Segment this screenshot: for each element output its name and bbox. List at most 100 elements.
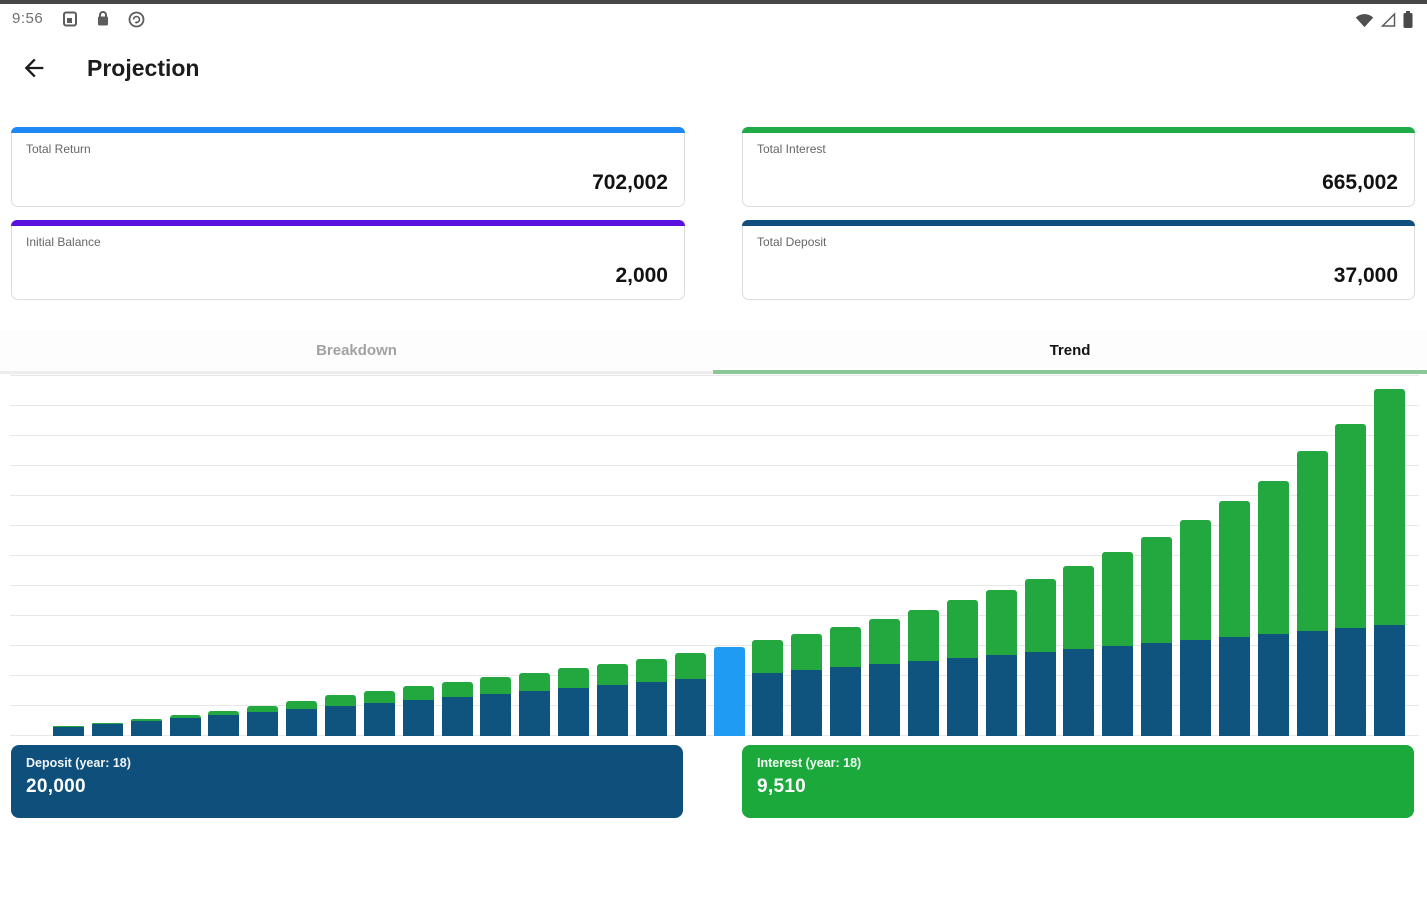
interest-segment: [597, 664, 629, 685]
bar-year-12[interactable]: [480, 677, 512, 736]
bar-year-33[interactable]: [1296, 451, 1328, 736]
deposit-tooltip-card: Deposit (year: 18) 20,000: [11, 745, 683, 818]
bar-year-28[interactable]: [1102, 552, 1134, 736]
deposit-segment: [91, 724, 123, 736]
tab-active-underline: [713, 370, 1427, 374]
gridline: [10, 615, 1419, 616]
card-initial-balance: Initial Balance 2,000: [11, 220, 685, 300]
interest-segment: [907, 610, 939, 661]
deposit-segment: [1179, 640, 1211, 736]
bar-year-16[interactable]: [635, 658, 667, 736]
bar-year-2[interactable]: [91, 722, 123, 736]
bar-year-25[interactable]: [985, 589, 1017, 736]
back-button[interactable]: [20, 54, 50, 84]
interest-segment: [130, 719, 162, 721]
bar-year-27[interactable]: [1063, 565, 1095, 736]
deposit-segment: [946, 658, 978, 736]
card-label: Total Interest: [757, 142, 826, 156]
deposit-segment: [597, 685, 629, 736]
bar-year-7[interactable]: [286, 700, 318, 736]
interest-segment: [519, 672, 551, 691]
gridline: [10, 465, 1419, 466]
bar-year-20[interactable]: [791, 633, 823, 736]
deposit-segment: [363, 703, 395, 736]
interest-segment: [441, 681, 473, 697]
selected-bar-segment: [713, 647, 745, 736]
card-label: Total Deposit: [757, 235, 827, 249]
bar-year-30[interactable]: [1179, 520, 1211, 736]
tab-breakdown[interactable]: Breakdown: [0, 330, 713, 375]
deposit-segment: [907, 661, 939, 736]
interest-segment: [286, 700, 318, 709]
interest-segment: [752, 640, 784, 673]
bar-year-18[interactable]: [713, 647, 745, 736]
bar-year-26[interactable]: [1024, 578, 1056, 736]
deposit-segment: [169, 718, 201, 736]
deposit-segment: [402, 700, 434, 736]
deposit-segment: [1335, 628, 1367, 736]
card-value: 665,002: [1322, 171, 1398, 194]
bar-year-1[interactable]: [53, 726, 84, 736]
bar-year-8[interactable]: [325, 695, 357, 736]
bar-year-32[interactable]: [1257, 480, 1289, 736]
app-bar: Projection: [0, 34, 1427, 104]
deposit-segment: [558, 688, 590, 736]
deposit-segment: [674, 679, 706, 736]
deposit-segment: [286, 709, 318, 736]
interest-segment: [558, 667, 590, 688]
status-time: 9:56: [12, 10, 44, 27]
card-label: Total Return: [26, 142, 91, 156]
interest-segment: [1063, 565, 1095, 649]
window-top-strip: [0, 0, 1427, 4]
status-bar: 9:56: [0, 4, 1427, 34]
battery-icon: [1403, 11, 1413, 33]
deposit-segment: [325, 706, 357, 736]
deposit-tooltip-value: 20,000: [26, 776, 86, 797]
page-title: Projection: [87, 55, 200, 81]
gridline: [10, 495, 1419, 496]
gridline: [10, 375, 1419, 376]
bar-year-3[interactable]: [130, 719, 162, 736]
deposit-segment: [1102, 646, 1134, 736]
bar-year-5[interactable]: [208, 710, 240, 736]
bar-year-15[interactable]: [597, 664, 629, 736]
bar-year-11[interactable]: [441, 681, 473, 736]
gridline: [10, 525, 1419, 526]
bar-year-23[interactable]: [907, 610, 939, 736]
interest-segment: [325, 695, 357, 706]
interest-segment: [1179, 520, 1211, 640]
deposit-segment: [1296, 631, 1328, 736]
bar-year-29[interactable]: [1141, 536, 1173, 736]
interest-segment: [480, 677, 512, 694]
interest-segment: [91, 722, 123, 724]
deposit-segment: [1024, 652, 1056, 736]
deposit-segment: [208, 715, 240, 736]
bar-year-9[interactable]: [363, 690, 395, 736]
tab-trend[interactable]: Trend: [713, 330, 1427, 375]
bar-year-4[interactable]: [169, 715, 201, 736]
interest-segment: [830, 626, 862, 667]
bar-year-19[interactable]: [752, 640, 784, 736]
bar-year-31[interactable]: [1218, 501, 1250, 736]
deposit-tooltip-label: Deposit (year: 18): [26, 756, 131, 770]
trend-chart: [0, 375, 1427, 737]
bar-year-14[interactable]: [558, 667, 590, 736]
bar-year-13[interactable]: [519, 672, 551, 736]
interest-segment: [1102, 552, 1134, 646]
interest-segment: [1296, 451, 1328, 631]
bar-year-34[interactable]: [1335, 424, 1367, 736]
bar-year-10[interactable]: [402, 686, 434, 736]
bar-year-22[interactable]: [869, 618, 901, 736]
tab-label: Breakdown: [316, 342, 397, 359]
bar-year-21[interactable]: [830, 626, 862, 736]
lock-icon: [95, 11, 111, 32]
bar-year-17[interactable]: [674, 653, 706, 736]
deposit-segment: [1063, 649, 1095, 736]
bar-year-6[interactable]: [247, 705, 279, 736]
interest-segment: [946, 600, 978, 658]
card-value: 37,000: [1333, 264, 1398, 287]
bar-year-24[interactable]: [946, 600, 978, 736]
bar-year-35[interactable]: [1374, 389, 1406, 736]
sync-icon: [128, 11, 145, 33]
